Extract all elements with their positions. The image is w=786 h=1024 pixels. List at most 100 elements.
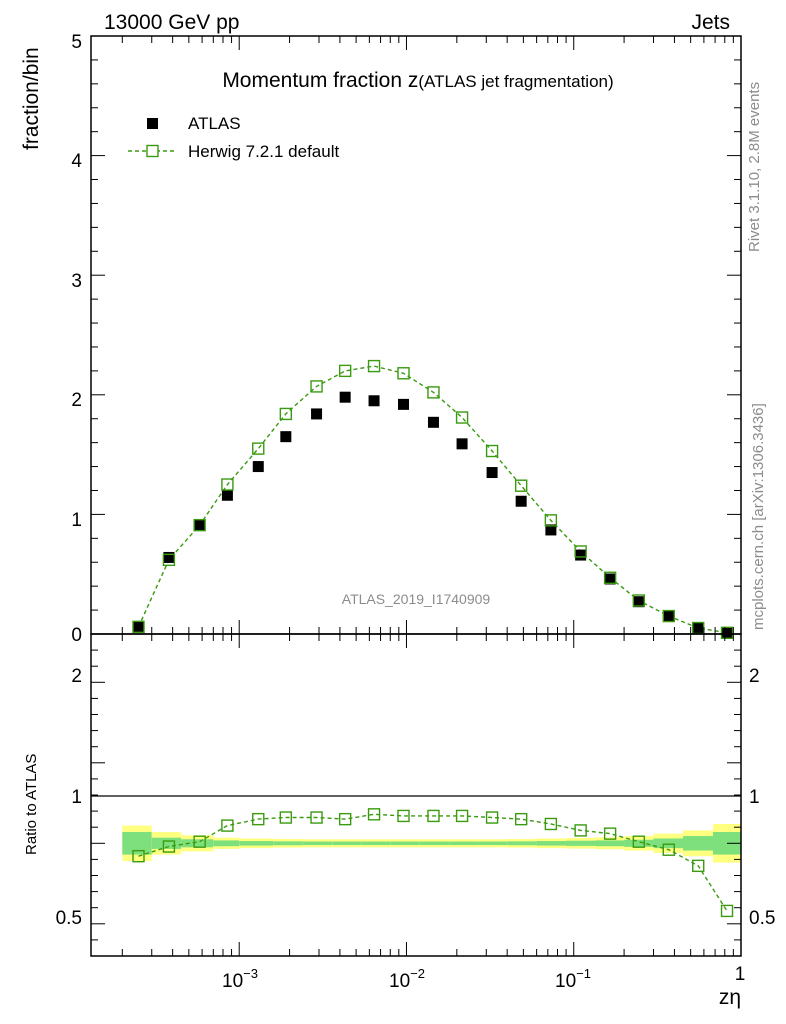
legend-atlas-marker [147,118,158,129]
atlas-point [604,573,616,585]
main-title-var: z [408,69,419,92]
ratio-ytick-label: 1 [71,787,82,808]
xaxis-label: zη [719,986,741,1009]
ratio-point [632,835,646,848]
ratio-band-green [653,838,683,849]
main-title-main: Momentum fraction [222,69,408,92]
ratio-panel: Ratio to ATLAS 2 1 0.5 2 1 0.5 10−3 10−2… [23,633,775,1009]
herwig-point [338,364,352,378]
atlas-point [194,519,206,531]
ratio-band-green [624,839,654,847]
main-ytick-label: 3 [71,271,82,292]
herwig-point [193,518,206,532]
ratio-point [603,827,617,840]
atlas-point [163,551,175,563]
atlas-point [575,549,587,561]
xtick-label-1e-1: 10−1 [555,966,591,992]
ratio-band-green [507,841,537,846]
herwig-point [132,620,145,634]
herwig-point [544,514,558,527]
ratio-band-green [302,841,333,846]
main-ytick-label: 1 [71,510,82,531]
ratio-band-green [122,832,152,855]
herwig-point [662,609,675,623]
legend-herwig-label: Herwig 7.2.1 default [188,142,339,161]
ratio-band-green [181,839,214,848]
ratio-band-green [361,841,391,846]
xtick-label-1e-3: 10−3 [222,966,258,992]
herwig-point [574,545,587,558]
process-label: Jets [691,11,730,34]
main-panel: Momentum fraction z(ATLAS jet fragmentat… [20,32,742,646]
ratio-point [544,817,558,831]
atlas-point [339,391,351,403]
atlas-point [398,398,410,410]
ratio-ytick-label: 2 [71,666,82,687]
ratio-band-green [390,841,420,846]
atlas-point [633,596,645,608]
herwig-point [603,571,617,584]
ratio-frame [90,633,742,957]
ratio-point [720,904,734,918]
main-ytick-label: 0 [71,625,82,646]
herwig-line [137,365,728,634]
ratio-band-green [682,836,713,851]
ratio-point [338,812,352,826]
ratio-band-green [536,841,567,846]
analysis-watermark: ATLAS_2019_I1740909 [342,591,491,607]
ratio-point [367,808,381,821]
herwig-point [485,444,499,458]
ratio-ytick-label: 0.5 [56,908,82,929]
ratio-band-green [712,832,741,855]
xtick-label-1: 1 [735,964,746,985]
ratio-point [397,809,410,823]
herwig-point [367,359,381,373]
atlas-point [221,489,233,501]
main-title: Momentum fraction z(ATLAS jet fragmentat… [222,69,613,92]
herwig-point [455,411,469,424]
atlas-point [368,395,380,407]
herwig-point [279,407,293,421]
ratio-point [427,809,440,823]
ratio-point [455,809,469,823]
beam-label: 13000 GeV pp [104,11,239,34]
main-title-sub: (ATLAS jet fragmentation) [418,72,613,91]
herwig-point [720,626,734,640]
atlas-point [515,495,527,507]
ratio-point [162,840,176,853]
herwig-point [221,478,234,491]
main-ytick-label: 4 [71,151,82,172]
herwig-point [427,386,440,399]
ratio-band-green [478,841,508,846]
ratio-band-green [239,841,274,846]
legend-herwig-marker [146,144,159,158]
ratio-point [514,812,528,826]
ratio-band-green [566,840,596,846]
atlas-point [427,416,439,428]
ratio-ytick-label-right: 0.5 [749,908,775,929]
atlas-point [663,610,675,622]
ratio-ylabel: Ratio to ATLAS [23,754,40,855]
mcplots-label: mcplots.cern.ch [arXiv:1306.3436] [750,403,767,630]
atlas-point [133,621,145,633]
herwig-point [632,594,646,607]
herwig-point [252,442,265,455]
ratio-point [252,812,265,826]
atlas-point [692,622,704,634]
ratio-band-green [419,841,450,846]
ratio-band-green [449,841,479,846]
atlas-point [456,438,468,450]
herwig-point [162,553,176,567]
main-ytick-label: 5 [71,32,82,53]
atlas-point [486,467,498,479]
ratio-point [310,811,323,824]
ratio-point [485,811,499,824]
ratio-point [692,859,705,873]
main-ylabel: fraction/bin [20,47,43,150]
legend-atlas-label: ATLAS [188,114,241,133]
herwig-point [310,380,323,393]
ratio-point [662,843,675,856]
ratio-point [574,824,587,837]
ratio-point [279,811,293,824]
